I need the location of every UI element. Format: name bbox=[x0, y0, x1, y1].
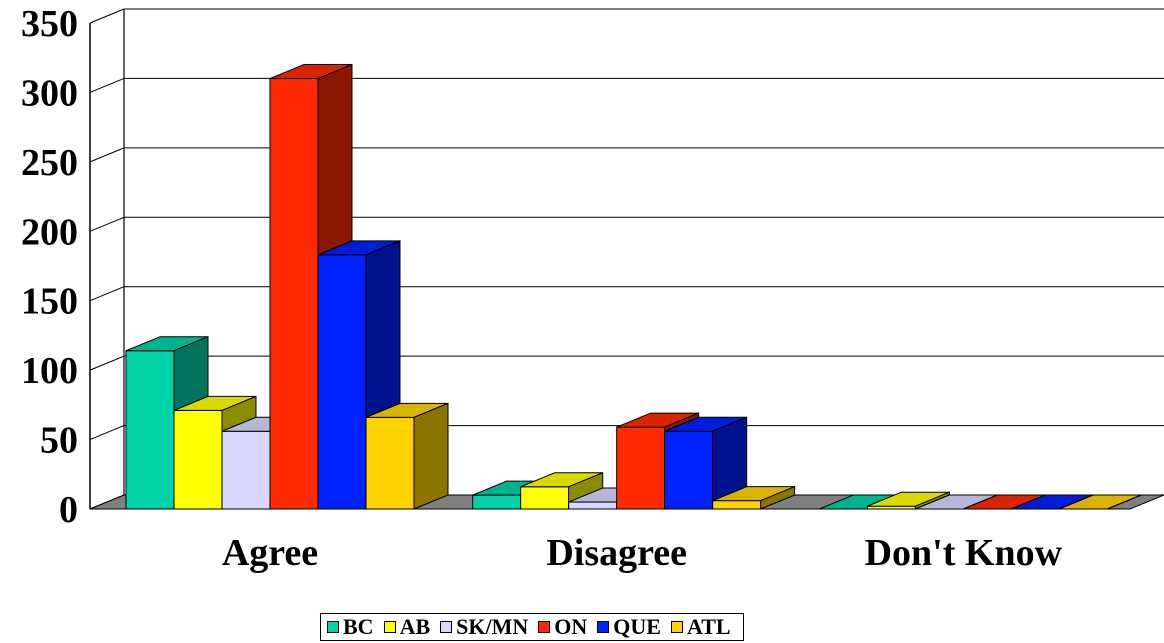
gridline-diagonal bbox=[89, 425, 125, 441]
bar bbox=[664, 416, 748, 510]
bar-chart: 0 50 100 150 200 250 300 350 Agree Disag… bbox=[21, 3, 1164, 574]
legend-item: SK/MN bbox=[438, 614, 532, 640]
y-tick-label: 0 bbox=[59, 489, 78, 531]
y-axis-ticks: 0 50 100 150 200 250 300 350 bbox=[21, 3, 78, 531]
bar-front bbox=[173, 409, 223, 510]
bar-side bbox=[413, 402, 449, 510]
legend: BC AB SK/MN ON QUE ATL bbox=[320, 613, 744, 641]
legend-swatch bbox=[383, 621, 396, 633]
bars bbox=[125, 63, 1142, 510]
legend-swatch bbox=[597, 621, 610, 633]
bar bbox=[365, 402, 449, 510]
y-tick-label: 250 bbox=[21, 142, 78, 184]
x-category-label: Disagree bbox=[546, 532, 687, 574]
gridline-diagonal bbox=[89, 147, 125, 163]
x-category-label: Agree bbox=[222, 532, 318, 574]
y-tick-label: 300 bbox=[21, 72, 78, 114]
bar-front bbox=[520, 486, 570, 510]
bar-front bbox=[221, 430, 271, 510]
legend-label: AB bbox=[399, 614, 431, 639]
y-tick-label: 200 bbox=[21, 211, 78, 253]
y-tick-label: 150 bbox=[21, 281, 78, 323]
legend-label: BC bbox=[343, 614, 374, 639]
bar-side bbox=[1107, 494, 1142, 510]
gridline-diagonal bbox=[89, 355, 125, 371]
x-category-label: Don't Know bbox=[865, 532, 1063, 574]
gridline-diagonal bbox=[89, 8, 125, 24]
legend-item: BC bbox=[325, 614, 378, 640]
bar-front bbox=[712, 500, 762, 510]
legend-label: ATL bbox=[686, 614, 731, 639]
legend-item: QUE bbox=[595, 614, 665, 640]
legend-item: ATL bbox=[669, 614, 735, 640]
bar-front bbox=[125, 350, 175, 510]
bar-front bbox=[472, 494, 522, 510]
bar-front bbox=[269, 78, 319, 510]
legend-item: AB bbox=[382, 614, 435, 640]
bar-front bbox=[616, 426, 666, 510]
legend-swatch bbox=[327, 621, 339, 633]
x-axis-categories: Agree Disagree Don't Know bbox=[222, 532, 1063, 574]
legend-item: ON bbox=[536, 614, 591, 640]
bar bbox=[520, 472, 604, 510]
legend-swatch bbox=[670, 621, 683, 633]
bar bbox=[712, 485, 796, 510]
y-tick-label: 100 bbox=[21, 350, 78, 392]
y-tick-label: 350 bbox=[21, 3, 78, 45]
legend-label: ON bbox=[554, 614, 588, 639]
legend-label: SK/MN bbox=[456, 614, 529, 639]
gridline-diagonal bbox=[89, 77, 125, 93]
y-tick-label: 50 bbox=[40, 420, 78, 462]
bar-front bbox=[317, 254, 367, 510]
bar bbox=[866, 491, 950, 510]
legend-swatch bbox=[538, 621, 551, 633]
gridline-diagonal bbox=[89, 216, 125, 232]
bar-front bbox=[664, 430, 714, 510]
gridline-diagonal bbox=[89, 286, 125, 302]
bar-front bbox=[568, 501, 618, 510]
bar-front bbox=[365, 416, 415, 510]
bar-side bbox=[760, 485, 796, 510]
legend-label: QUE bbox=[613, 614, 661, 639]
legend-swatch bbox=[440, 621, 453, 633]
bar bbox=[1059, 494, 1142, 510]
